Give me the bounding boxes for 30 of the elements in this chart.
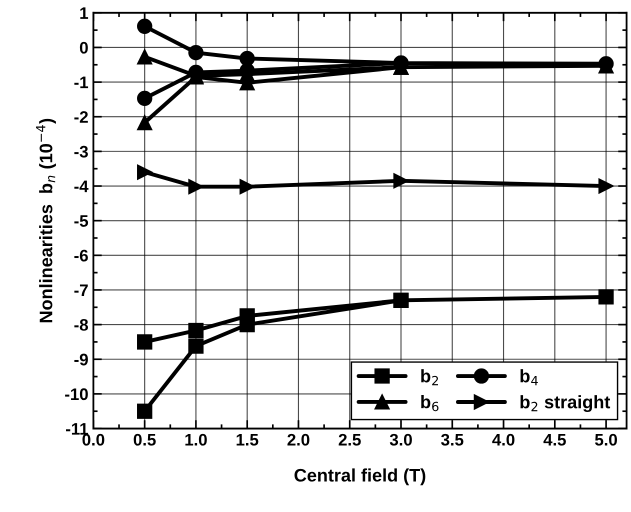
y-tick-label: -7 <box>74 284 88 296</box>
y-tick-label: -1 <box>74 76 88 88</box>
legend-label: b$_{2}$ <box>421 369 438 386</box>
legend-label: b$_{4}$ <box>520 369 538 386</box>
x-axis-title: Central field (T) <box>294 468 426 486</box>
x-tick-label: 1.5 <box>236 434 258 446</box>
y-tick-label: -9 <box>74 354 88 366</box>
x-tick-label: 4.5 <box>543 434 566 446</box>
y-tick-label: 1 <box>80 7 88 19</box>
x-tick-label: 4.0 <box>492 434 514 446</box>
x-tick-label: 1.0 <box>185 434 207 446</box>
legend-label: b$_{6}$ <box>421 395 438 412</box>
y-tick-label: -11 <box>66 423 88 435</box>
x-tick-label: 0.0 <box>82 434 104 446</box>
y-tick-label: -4 <box>74 180 88 192</box>
x-tick-label: 2.0 <box>287 434 310 446</box>
y-tick-label: 0 <box>80 42 88 54</box>
y-tick-label: -3 <box>74 146 88 158</box>
y-axis-title: Nonlinearities b$_{n}$ (10$^{−4}$) <box>36 118 56 322</box>
x-tick-label: 3.5 <box>441 434 464 446</box>
x-tick-label: 5.0 <box>595 434 617 446</box>
legend-label: b$_{2}$ straight <box>520 395 610 412</box>
x-tick-label: 3.0 <box>390 434 412 446</box>
y-tick-label: -2 <box>74 111 88 123</box>
y-tick-label: -10 <box>65 388 88 400</box>
y-tick-label: -6 <box>74 250 88 262</box>
y-tick-label: -5 <box>74 215 88 227</box>
y-tick-label: -8 <box>74 319 88 331</box>
x-tick-label: 0.5 <box>134 434 156 446</box>
x-tick-label: 2.5 <box>338 434 361 446</box>
